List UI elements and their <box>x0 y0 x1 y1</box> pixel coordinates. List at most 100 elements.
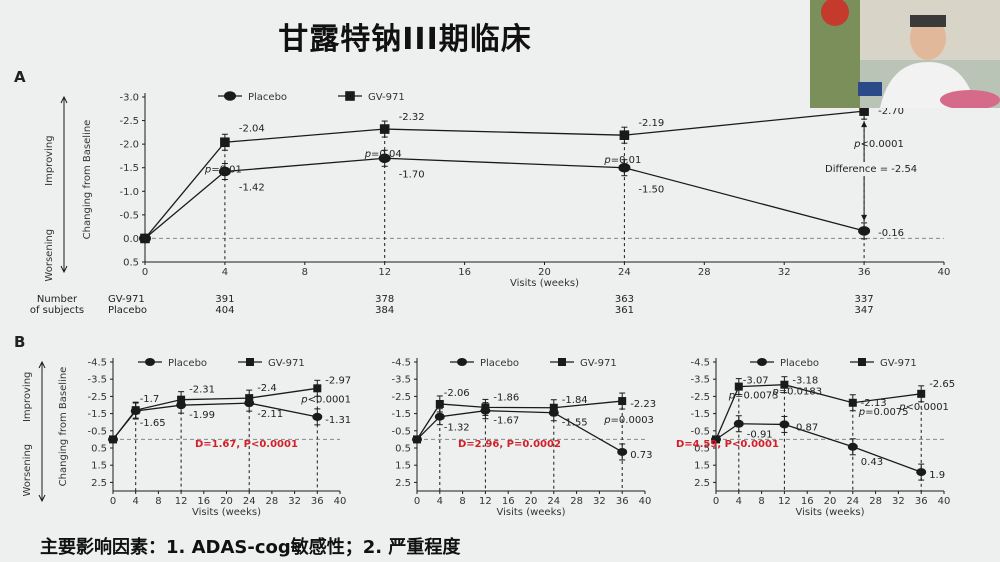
gv971-point <box>481 403 490 412</box>
legend-placebo-marker <box>224 91 236 101</box>
y-tick-label: -0.5 <box>87 426 107 437</box>
p-value-label: p=0.0183 <box>771 387 822 398</box>
x-tick-label: 20 <box>824 496 837 507</box>
gv971-point <box>859 106 869 116</box>
y-tick-label: -4.5 <box>690 358 710 369</box>
x-axis-label: Visits (weeks) <box>192 507 261 518</box>
y-tick-label: -3.5 <box>391 375 411 386</box>
improving-label: Improving <box>22 372 33 422</box>
data-label: -2.32 <box>399 112 425 123</box>
arrow-up-icon <box>861 121 868 128</box>
y-tick-label: 0.5 <box>91 444 107 455</box>
data-label: -2.4 <box>257 383 277 394</box>
data-label: -1.31 <box>325 415 351 426</box>
placebo-point <box>378 153 391 164</box>
data-label: -2.11 <box>257 409 283 420</box>
gv971-point <box>435 399 444 408</box>
data-label: 0.73 <box>630 450 652 461</box>
data-label: -1.70 <box>399 169 425 180</box>
y-tick-label: 1.5 <box>694 461 710 472</box>
legend-placebo-label: Placebo <box>248 92 287 103</box>
data-label: -1.7 <box>140 394 160 405</box>
legend-gv971-marker <box>858 358 866 366</box>
y-tick-label: 0.5 <box>395 444 411 455</box>
worsening-label: Worsening <box>44 229 55 282</box>
data-label: -0.87 <box>792 422 818 433</box>
data-label: -1.67 <box>493 416 519 427</box>
arrow-up-icon <box>38 360 46 369</box>
p-value-label: p=0.01 <box>204 164 242 175</box>
data-label: -3.07 <box>743 376 769 387</box>
difference-label: D=1.67, P<0.0001 <box>195 439 298 450</box>
legend-gv971-label: GV-971 <box>368 92 405 103</box>
placebo-point <box>312 412 323 421</box>
data-label: -1.42 <box>239 182 265 193</box>
data-label: -2.23 <box>630 399 656 410</box>
y-tick-label: -0.5 <box>391 426 411 437</box>
gv971-point <box>140 233 150 244</box>
data-label: -2.19 <box>638 118 664 129</box>
gv971-point <box>413 435 421 444</box>
difference-label-bg <box>823 162 941 176</box>
x-tick-label: 4 <box>133 496 139 507</box>
y-tick-label: -1.5 <box>87 409 107 420</box>
x-tick-label: 32 <box>593 496 606 507</box>
y-axis-label: Changing from Baseline <box>58 367 69 487</box>
x-tick-label: 0 <box>110 496 116 507</box>
x-tick-label: 12 <box>778 496 791 507</box>
table-row-label: GV-971 <box>108 294 145 305</box>
x-tick-label: 28 <box>698 267 711 278</box>
data-label: -3.18 <box>792 376 818 387</box>
gv971-point <box>379 124 390 134</box>
placebo-point <box>916 468 927 477</box>
x-tick-label: 16 <box>197 496 210 507</box>
x-tick-label: 28 <box>570 496 583 507</box>
legend-placebo-label: Placebo <box>168 358 207 369</box>
x-tick-label: 32 <box>892 496 905 507</box>
x-tick-label: 32 <box>288 496 301 507</box>
arrow-up-icon <box>60 95 68 104</box>
data-label: -0.91 <box>747 430 773 441</box>
x-tick-label: 16 <box>502 496 515 507</box>
x-tick-label: 28 <box>869 496 882 507</box>
x-tick-label: 36 <box>616 496 629 507</box>
data-label: -1.99 <box>189 410 215 421</box>
x-tick-label: 32 <box>778 267 791 278</box>
x-tick-label: 20 <box>538 267 551 278</box>
arrow-down-icon <box>38 494 46 503</box>
data-label: -1.55 <box>562 418 588 429</box>
data-label: -2.97 <box>325 375 351 386</box>
p-value-label: p=0.01 <box>603 155 641 166</box>
difference-label: D=4.59, P<0.0001 <box>676 439 779 450</box>
x-tick-label: 24 <box>243 496 256 507</box>
x-tick-label: 36 <box>915 496 928 507</box>
gv971-point <box>848 398 857 407</box>
gv971-point <box>917 389 926 398</box>
gv971-point <box>619 130 630 140</box>
x-tick-label: 20 <box>525 496 538 507</box>
legend-gv971-marker <box>558 358 566 366</box>
legend-placebo-label: Placebo <box>780 358 819 369</box>
x-tick-label: 40 <box>334 496 347 507</box>
data-label: -1.86 <box>493 392 519 403</box>
x-tick-label: 16 <box>458 267 471 278</box>
p-value-label: p=0.0075 <box>858 407 909 418</box>
y-tick-label: 2.5 <box>91 478 107 489</box>
x-tick-label: 16 <box>801 496 814 507</box>
gv971-point <box>131 406 140 415</box>
table-header-line2: of subjects <box>30 305 84 316</box>
arrow-down-icon <box>60 265 68 274</box>
p-value-label: p<0.0001 <box>300 394 351 405</box>
panel-b-letter: B <box>14 333 26 351</box>
legend-gv971-label: GV-971 <box>880 358 917 369</box>
y-tick-label: -3.0 <box>119 93 139 104</box>
table-cell: 337 <box>855 294 874 305</box>
data-label: -1.32 <box>444 423 470 434</box>
difference-label: Difference = -2.54 <box>825 164 917 175</box>
y-tick-label: 2.5 <box>395 478 411 489</box>
placebo-point <box>618 162 631 173</box>
difference-label: D=2.96, P=0.0002 <box>458 439 561 450</box>
y-tick-label: 1.5 <box>395 461 411 472</box>
panel-a-letter: A <box>14 68 26 86</box>
data-label: 0.43 <box>861 457 883 468</box>
